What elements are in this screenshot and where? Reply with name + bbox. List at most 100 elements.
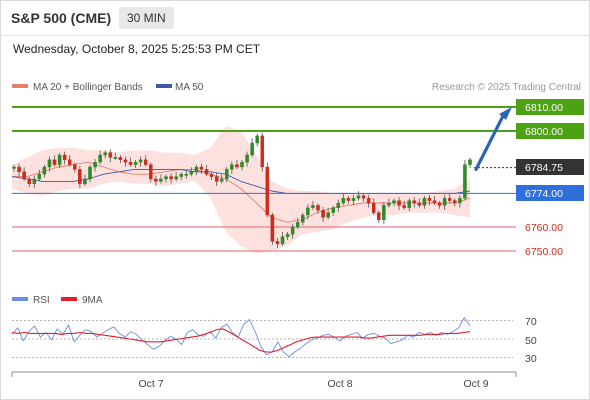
candle-up [138,159,143,163]
candle-down [270,214,275,242]
candle-down [316,205,320,211]
candle-up [42,166,47,175]
candle-down [17,166,21,173]
ma20-legend-swatch [12,84,28,88]
level-lines [12,106,516,252]
pivot-label-6774: 6774.00 [516,185,584,201]
candle-down [417,202,422,206]
instrument-title: S&P 500 (CME) [11,10,112,26]
candle-up [341,197,346,204]
candle-up [219,178,224,182]
candle-down [412,200,417,204]
candle-down [27,178,31,185]
candle-down [78,169,82,184]
candle-down [235,164,239,168]
candle-down [432,200,437,204]
candle-up [407,200,411,209]
candle-down [149,164,153,180]
candle-up [240,161,244,168]
candle-down [73,164,77,170]
candle-up [301,214,305,223]
timeframe-button[interactable]: 30 MIN [119,7,174,29]
candle-up [392,200,396,204]
candle-up [133,161,138,165]
candle-up [250,142,254,156]
resistance-value-6800: 6800.00 [525,126,563,138]
bollinger-band [11,126,471,254]
projection-arrow-head [499,107,512,120]
resistance-label-6800: 6800.00 [516,123,584,139]
candle-down [260,135,265,168]
candle-up [387,202,391,206]
candle-up [83,178,87,185]
bollinger-fill [12,126,470,254]
rsi-tick-70: 70 [525,316,537,328]
candle-up [336,202,341,209]
projection-arrow [474,114,505,171]
candle-up [351,197,356,201]
current-price-value: 6784.75 [525,162,563,174]
candle-up [98,154,102,163]
chart-header: S&P 500 (CME) 30 MIN [0,0,590,36]
rsi-legend-swatch [12,297,28,301]
candle-down [209,173,214,177]
candle-up [306,207,310,216]
candle-down [169,176,173,180]
rsi-tick-30: 30 [525,353,537,365]
rsi-legend-label: RSI [33,295,50,306]
resistance-box-6800 [516,123,584,139]
candle-up [255,135,259,144]
candle-up [331,207,335,213]
candle-up [382,205,386,220]
candle-down [118,157,123,160]
candle-up [225,169,229,180]
rsi-ma-legend-swatch [61,297,77,301]
support-value-6750: 6750.00 [525,246,563,258]
current-price-box [516,159,584,175]
candle-down [67,159,72,165]
candle-down [52,159,57,165]
candle-up [326,212,330,218]
candle-up [463,164,467,199]
candle-down [437,202,442,206]
candle-down [447,197,452,201]
candle-up [311,205,315,208]
candle-down [143,159,148,165]
candle-up [194,166,199,173]
candle-down [62,154,67,161]
candle-up [164,176,168,180]
candle-down [199,166,204,170]
candle-up [468,159,472,165]
candle-up [184,173,189,176]
candle-down [275,241,280,244]
candle-down [402,205,406,208]
candle-down [108,152,113,158]
candle-down [321,209,325,218]
candle-up [442,197,447,206]
header-divider [0,35,590,36]
x-tick-oct-7: Oct 7 [138,378,163,390]
candle-up [280,236,285,245]
candle-up [32,178,37,185]
ma50-legend-label: MA 50 [175,82,204,93]
candle-down [154,178,158,182]
candle-up [37,173,42,180]
rsi-line [11,317,471,358]
candle-up [179,173,183,177]
candle-down [453,200,457,204]
candle-down [361,195,366,199]
resistance-value-6810: 6810.00 [525,102,563,114]
candle-down [22,171,26,180]
candle-down [123,159,128,163]
candle-up [57,154,62,165]
candle-down [214,176,219,182]
chart-datetime: Wednesday, October 8, 2025 5:25:53 PM CE… [13,42,261,56]
candle-up [230,164,234,170]
ma50-legend-swatch [156,84,172,88]
candle-up [12,166,16,169]
candle-up [422,197,427,206]
candle-up [356,195,361,199]
candle-up [88,166,92,180]
candle-up [290,226,295,235]
